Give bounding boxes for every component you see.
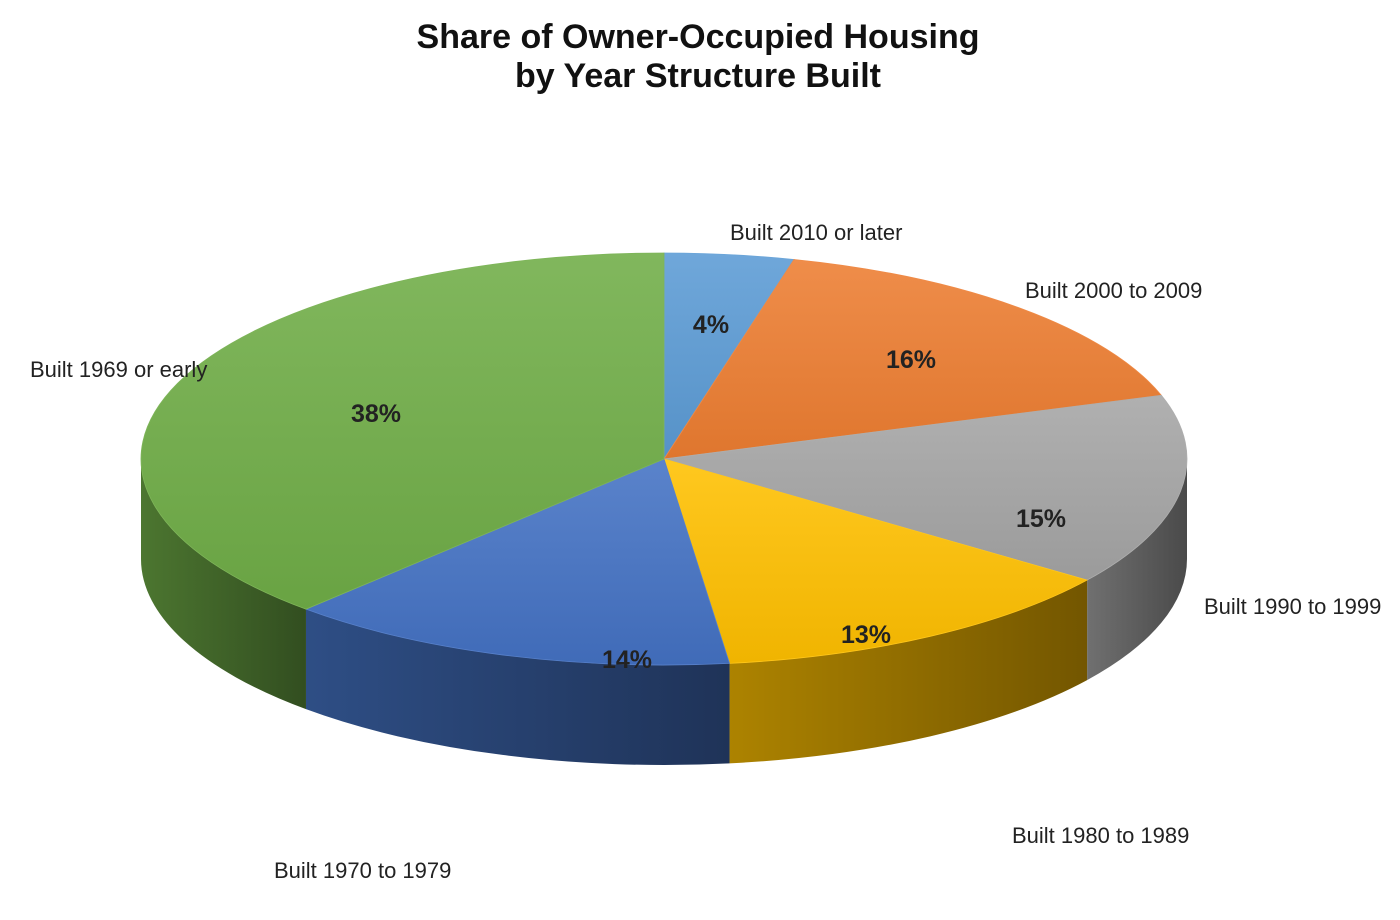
pie-tops — [140, 252, 1188, 666]
chart-title-line-1: Share of Owner-Occupied Housing — [416, 18, 980, 56]
pie-slice-s1970 — [304, 458, 731, 666]
value-label-s1969: 38% — [351, 400, 401, 428]
chart-title-line-2: by Year Structure Built — [515, 57, 881, 95]
pie-sides — [141, 459, 1187, 765]
pie-slice-s2000 — [663, 259, 1163, 460]
pie-side-s1990 — [1087, 459, 1187, 681]
category-label-s1980: Built 1980 to 1989 — [1012, 823, 1189, 848]
pie-slice-s1990 — [663, 394, 1188, 581]
pie-side-s1970 — [305, 609, 730, 765]
value-label-s1980: 13% — [841, 621, 891, 649]
value-label-s2010: 4% — [693, 311, 729, 339]
pie-side-s1980 — [729, 580, 1088, 764]
category-label-s2010: Built 2010 or later — [730, 220, 902, 245]
category-label-s2000: Built 2000 to 2009 — [1025, 278, 1202, 303]
pie-side-s1969 — [141, 459, 306, 710]
category-label-s1970: Built 1970 to 1979 — [274, 858, 451, 883]
category-labels: Built 2010 or later Built 2000 to 2009 Bui… — [30, 220, 1381, 883]
value-label-s2000: 16% — [886, 346, 936, 374]
value-label-s1970: 14% — [602, 646, 652, 674]
percent-labels: 4% 16% 15% 13% 14% 38% — [351, 311, 1066, 674]
value-label-s1990: 15% — [1016, 505, 1066, 533]
pie-slice-s1969 — [140, 252, 665, 610]
category-label-s1990: Built 1990 to 1999 — [1204, 594, 1381, 619]
chart-title: Share of Owner-Occupied Housing by Year … — [0, 18, 1396, 96]
pie-slice-s1980 — [663, 458, 1089, 664]
category-label-s1969: Built 1969 or early — [30, 357, 207, 382]
